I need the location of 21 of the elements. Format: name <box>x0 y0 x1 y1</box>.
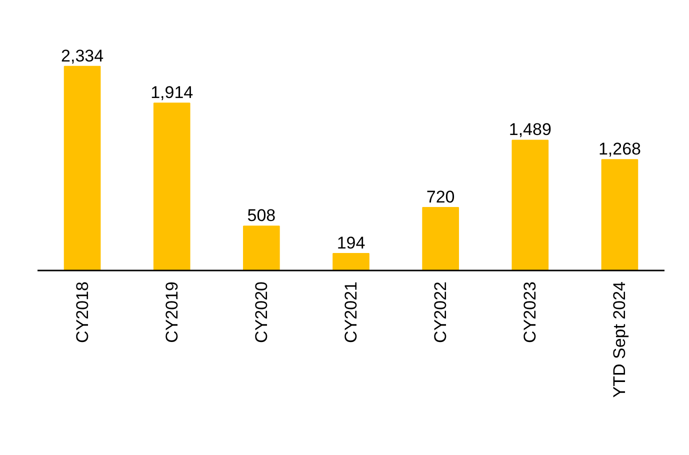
x-tick-label: CY2020 <box>252 281 271 343</box>
bar <box>601 159 638 270</box>
data-label: 1,268 <box>598 140 641 159</box>
bar <box>422 207 459 270</box>
data-label: 1,914 <box>150 83 194 102</box>
x-tick-label: CY2018 <box>72 281 92 343</box>
data-label: 2,334 <box>61 46 104 66</box>
bar <box>64 66 101 270</box>
bar <box>512 140 549 270</box>
data-label: 194 <box>336 234 366 253</box>
bar <box>332 253 370 270</box>
data-label: 508 <box>247 206 276 226</box>
x-tick-label: YTD Sept 2024 <box>610 281 630 398</box>
x-tick-label: CY2023 <box>520 281 540 343</box>
bar <box>243 226 280 270</box>
x-tick-label: CY2021 <box>342 281 360 343</box>
bar <box>153 102 190 270</box>
data-label: 720 <box>426 188 455 207</box>
x-tick-label: CY2019 <box>162 281 182 343</box>
x-tick-label: CY2022 <box>431 281 450 343</box>
data-label: 1,489 <box>508 120 552 140</box>
